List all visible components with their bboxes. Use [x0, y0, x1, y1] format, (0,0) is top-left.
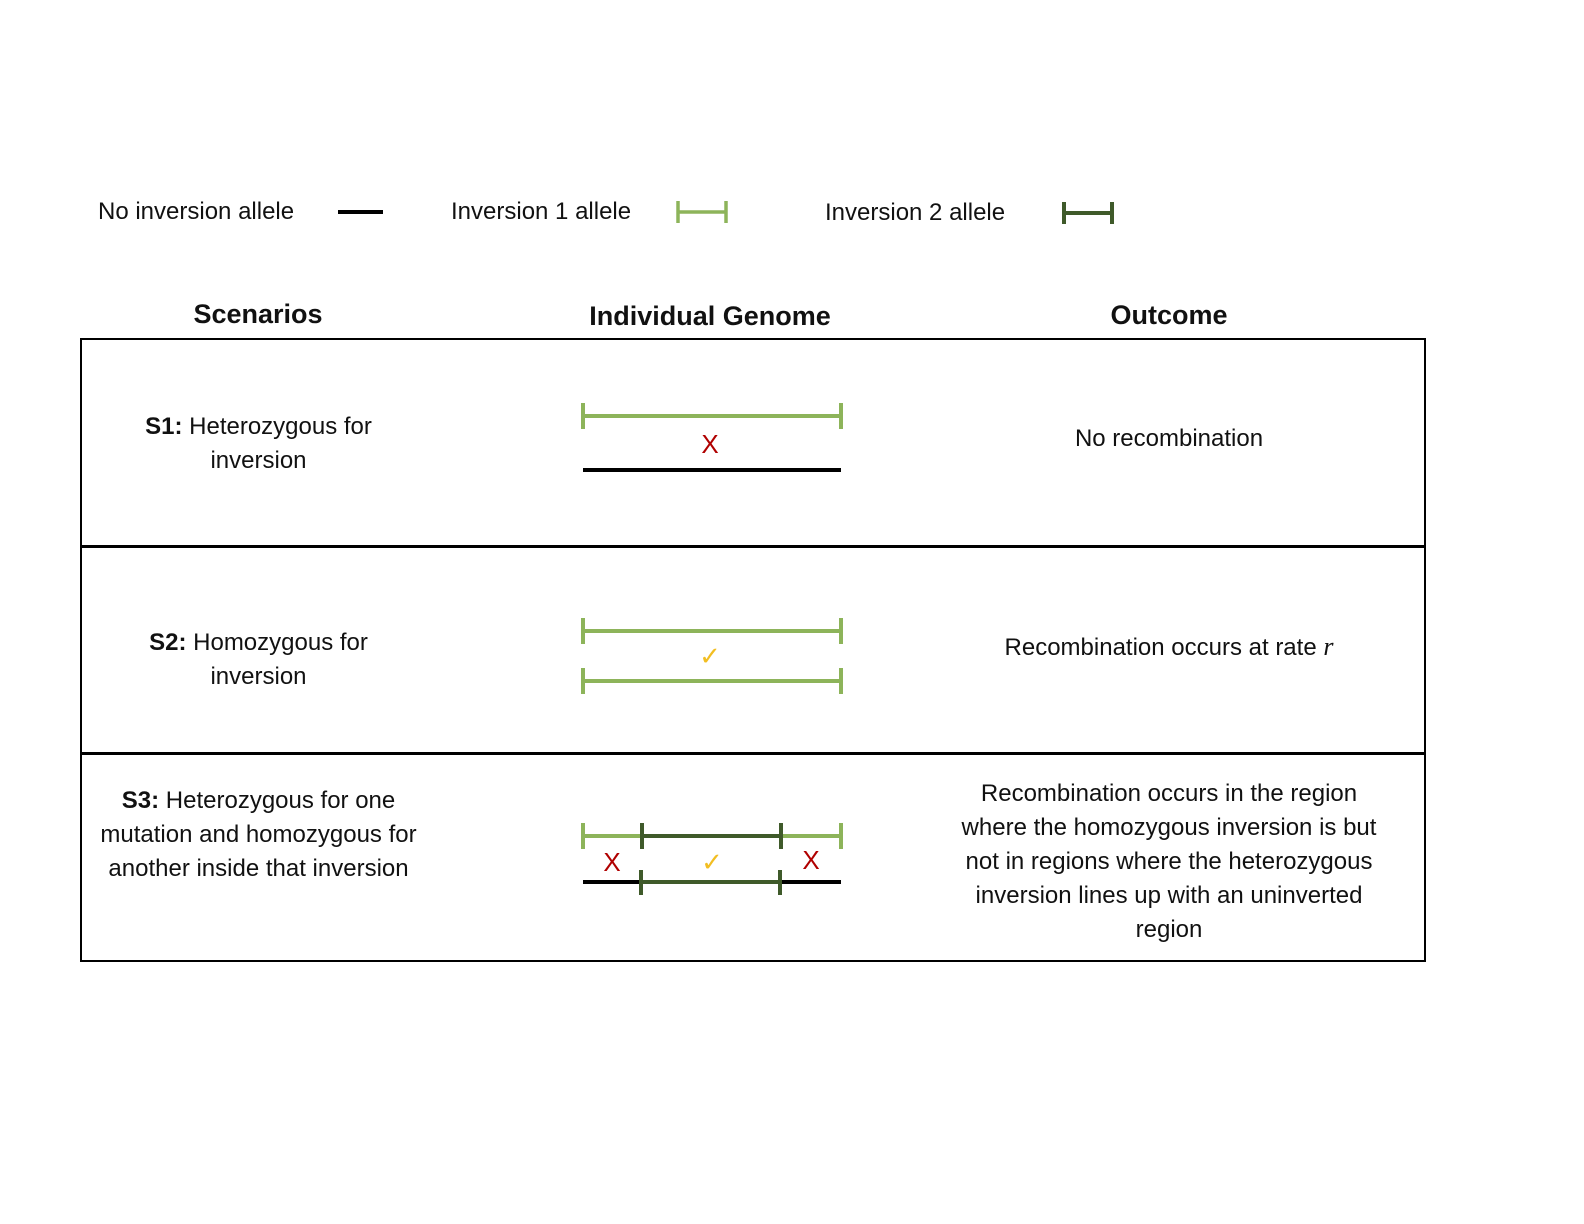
header-individual-genome: Individual Genome [589, 301, 831, 331]
outcome-s2-text: Recombination occurs at rate [1004, 634, 1324, 661]
row-divider-1 [80, 545, 1426, 548]
scenario-s3: S3: Heterozygous for one mutation and ho… [100, 784, 417, 886]
legend-no-inversion-label: No inversion allele [98, 198, 295, 225]
legend-inversion2-label: Inversion 2 allele [825, 199, 1006, 226]
legend-inversion1-label: Inversion 1 allele [451, 198, 632, 225]
recombination-mark: ✓ [701, 848, 723, 878]
header-outcome: Outcome [1110, 300, 1228, 330]
no-recombination-mark: X [603, 847, 620, 877]
scenario-s2-description: Homozygous for inversion [186, 629, 368, 690]
legend-inversion1-swatch [676, 201, 728, 223]
scenario-s3-description: Heterozygous for one mutation and homozy… [100, 787, 417, 882]
genome-s3: X ✓ X [581, 823, 843, 895]
legend-no-inversion-swatch [338, 210, 383, 214]
scenario-table [80, 338, 1426, 962]
scenario-s2-id: S2: [149, 629, 187, 656]
outcome-s1: No recombination [1074, 425, 1264, 452]
genome-s1: X [581, 403, 843, 472]
no-recombination-mark: X [701, 429, 718, 459]
row-divider-2 [80, 752, 1426, 755]
scenario-s1: S1: Heterozygous for inversion [120, 410, 397, 478]
scenario-s1-description: Heterozygous for inversion [182, 413, 372, 474]
no-recombination-mark: X [802, 845, 819, 875]
outcome-s2: Recombination occurs at rate r [970, 630, 1368, 665]
header-scenarios: Scenarios [193, 299, 323, 329]
scenario-s1-id: S1: [145, 413, 183, 440]
recombination-mark: ✓ [699, 642, 721, 672]
outcome-s3: Recombination occurs in the region where… [961, 780, 1377, 943]
scenario-s3-id: S3: [121, 787, 160, 814]
legend-inversion2-swatch [1062, 202, 1114, 224]
recombination-rate-variable: r [1323, 632, 1334, 661]
scenario-s2: S2: Homozygous for inversion [120, 626, 397, 694]
genome-s2: ✓ [581, 618, 843, 694]
